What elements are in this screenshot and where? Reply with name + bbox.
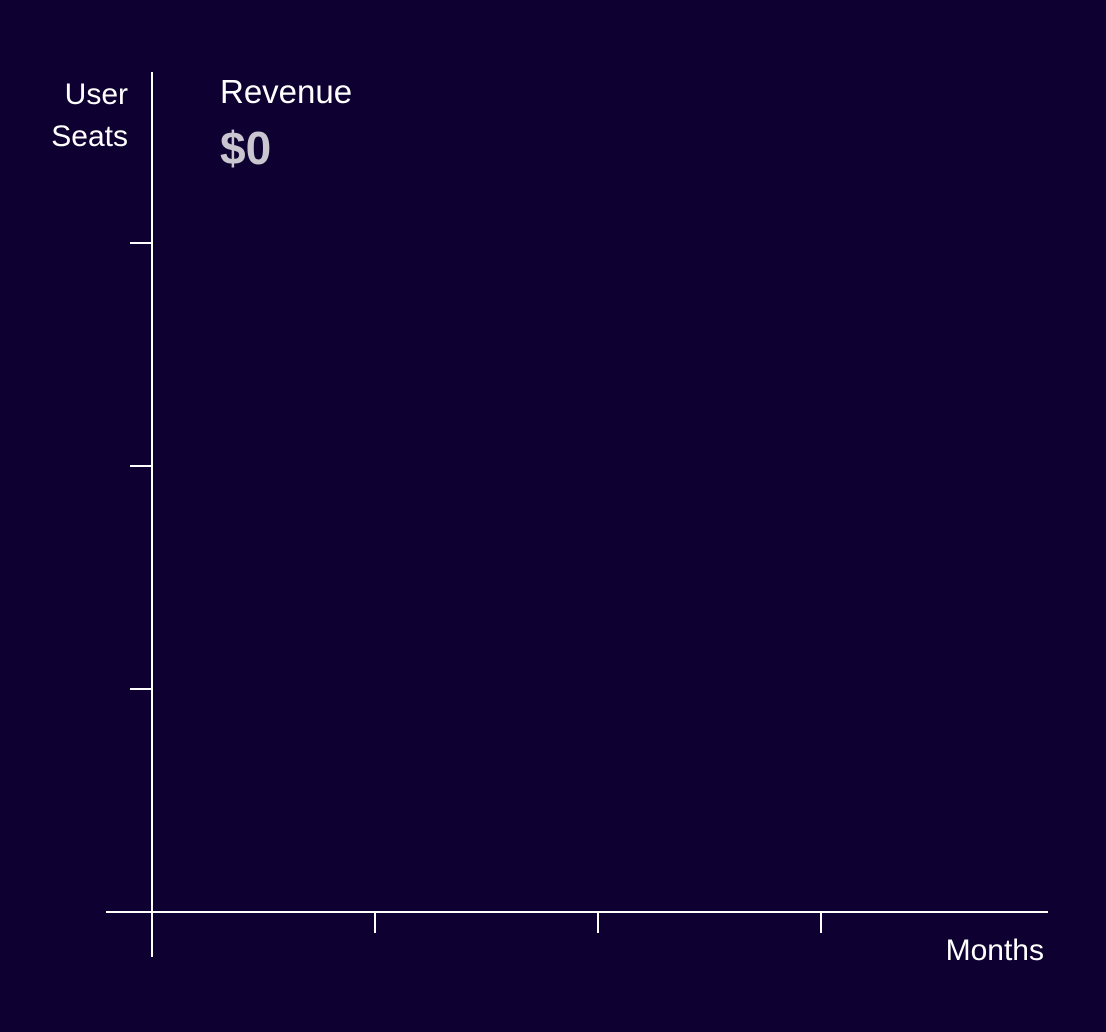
x-axis-label: Months [945, 934, 1044, 967]
axes [106, 72, 1048, 957]
y-axis-label-line-2: Seats [51, 120, 128, 153]
y-axis-label-line-1: User [64, 78, 128, 111]
revenue-label: Revenue [220, 73, 353, 110]
revenue-value: $0 [220, 122, 272, 174]
y-axis-label: User Seats [51, 74, 128, 158]
